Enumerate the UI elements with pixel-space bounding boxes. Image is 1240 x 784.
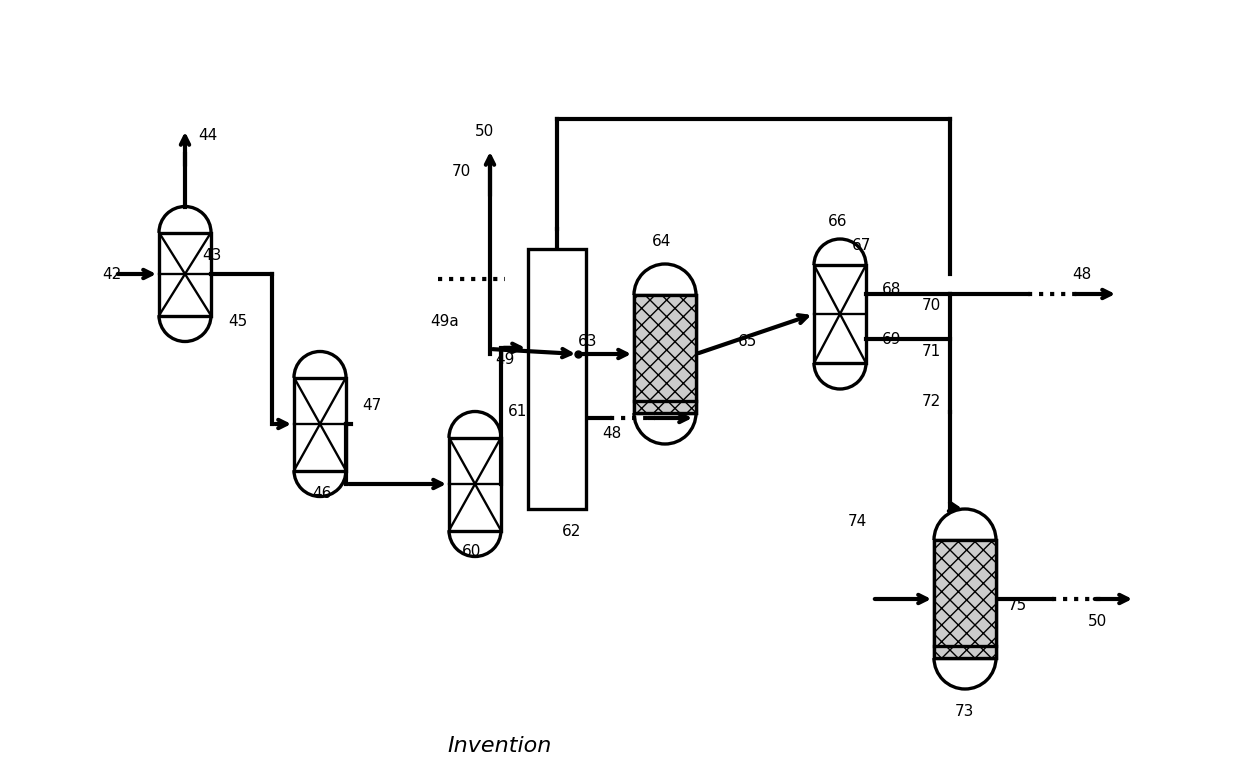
Text: 70: 70 bbox=[923, 299, 941, 314]
Text: 73: 73 bbox=[955, 705, 975, 720]
Text: 50: 50 bbox=[1087, 615, 1107, 630]
Text: 65: 65 bbox=[738, 335, 758, 350]
Text: 70: 70 bbox=[453, 165, 471, 180]
Text: 74: 74 bbox=[848, 514, 867, 529]
Bar bbox=[449, 437, 501, 531]
Text: 67: 67 bbox=[852, 238, 872, 253]
Text: 60: 60 bbox=[463, 545, 481, 560]
Text: 48: 48 bbox=[1073, 267, 1091, 281]
Text: 49: 49 bbox=[495, 351, 515, 366]
Bar bbox=[294, 378, 346, 470]
Text: Invention: Invention bbox=[448, 736, 552, 756]
Text: 48: 48 bbox=[601, 426, 621, 441]
Text: 66: 66 bbox=[828, 215, 847, 230]
Text: 71: 71 bbox=[923, 344, 941, 360]
Text: 69: 69 bbox=[882, 332, 901, 347]
Text: 61: 61 bbox=[508, 405, 527, 419]
Bar bbox=[159, 233, 211, 315]
Text: 72: 72 bbox=[923, 394, 941, 409]
Text: 45: 45 bbox=[228, 314, 247, 329]
Bar bbox=[934, 540, 996, 658]
Text: 75: 75 bbox=[1008, 598, 1027, 614]
Text: 49a: 49a bbox=[430, 314, 459, 329]
Text: 47: 47 bbox=[362, 398, 381, 413]
Text: 42: 42 bbox=[102, 267, 122, 281]
Text: 62: 62 bbox=[562, 524, 582, 539]
Text: 63: 63 bbox=[578, 335, 598, 350]
Text: 68: 68 bbox=[882, 281, 901, 296]
Bar bbox=[934, 540, 996, 658]
Bar bbox=[634, 295, 696, 413]
Text: 44: 44 bbox=[198, 129, 217, 143]
Text: 64: 64 bbox=[652, 234, 671, 249]
Text: 46: 46 bbox=[312, 487, 331, 502]
Bar bbox=[634, 295, 696, 413]
Text: 43: 43 bbox=[202, 249, 222, 263]
Text: 50: 50 bbox=[475, 125, 495, 140]
Bar bbox=[634, 295, 696, 413]
Bar bbox=[813, 265, 866, 363]
Bar bbox=[934, 540, 996, 658]
Bar bbox=[528, 249, 587, 509]
